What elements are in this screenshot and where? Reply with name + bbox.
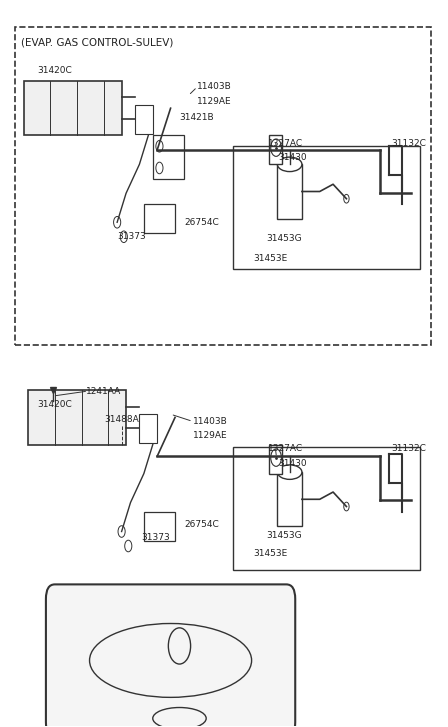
Bar (277, 164, 302, 219)
Bar (153, 135, 184, 179)
Bar (135, 105, 153, 134)
Text: 31373: 31373 (142, 533, 170, 542)
Bar (144, 512, 175, 541)
Text: 31430: 31430 (279, 459, 307, 468)
Text: 31420C: 31420C (37, 401, 72, 409)
Text: 31453E: 31453E (253, 549, 287, 558)
Bar (277, 472, 302, 526)
Text: 1327AC: 1327AC (267, 139, 303, 148)
Text: 1241AA: 1241AA (86, 387, 121, 395)
FancyBboxPatch shape (46, 585, 295, 727)
Text: 1129AE: 1129AE (197, 97, 232, 106)
Bar (139, 414, 157, 443)
Text: 26754C: 26754C (184, 520, 219, 529)
Text: 31453G: 31453G (266, 531, 302, 540)
Text: 31430: 31430 (279, 153, 307, 161)
Text: 31132C: 31132C (391, 444, 426, 454)
Ellipse shape (277, 465, 302, 479)
Text: 31420C: 31420C (37, 65, 72, 75)
Text: 31421B: 31421B (180, 113, 214, 121)
Bar (268, 135, 282, 164)
Text: 31453G: 31453G (266, 234, 302, 244)
Ellipse shape (153, 707, 206, 727)
FancyBboxPatch shape (24, 81, 121, 135)
Bar (268, 445, 282, 473)
Bar (28, 390, 126, 445)
Text: 26754C: 26754C (184, 218, 219, 227)
Bar (233, 447, 420, 570)
Text: 31373: 31373 (117, 232, 146, 241)
Text: 11403B: 11403B (197, 82, 232, 92)
Bar (144, 204, 175, 233)
Text: 31453E: 31453E (253, 254, 287, 263)
Text: 1327AC: 1327AC (267, 444, 303, 454)
Text: 31132C: 31132C (391, 139, 426, 148)
Text: (EVAP. GAS CONTROL-SULEV): (EVAP. GAS CONTROL-SULEV) (22, 38, 174, 47)
Text: 31488A: 31488A (104, 416, 138, 425)
Ellipse shape (277, 157, 302, 172)
Bar (233, 146, 420, 269)
Text: 1129AE: 1129AE (193, 431, 228, 441)
Text: 11403B: 11403B (193, 417, 228, 426)
